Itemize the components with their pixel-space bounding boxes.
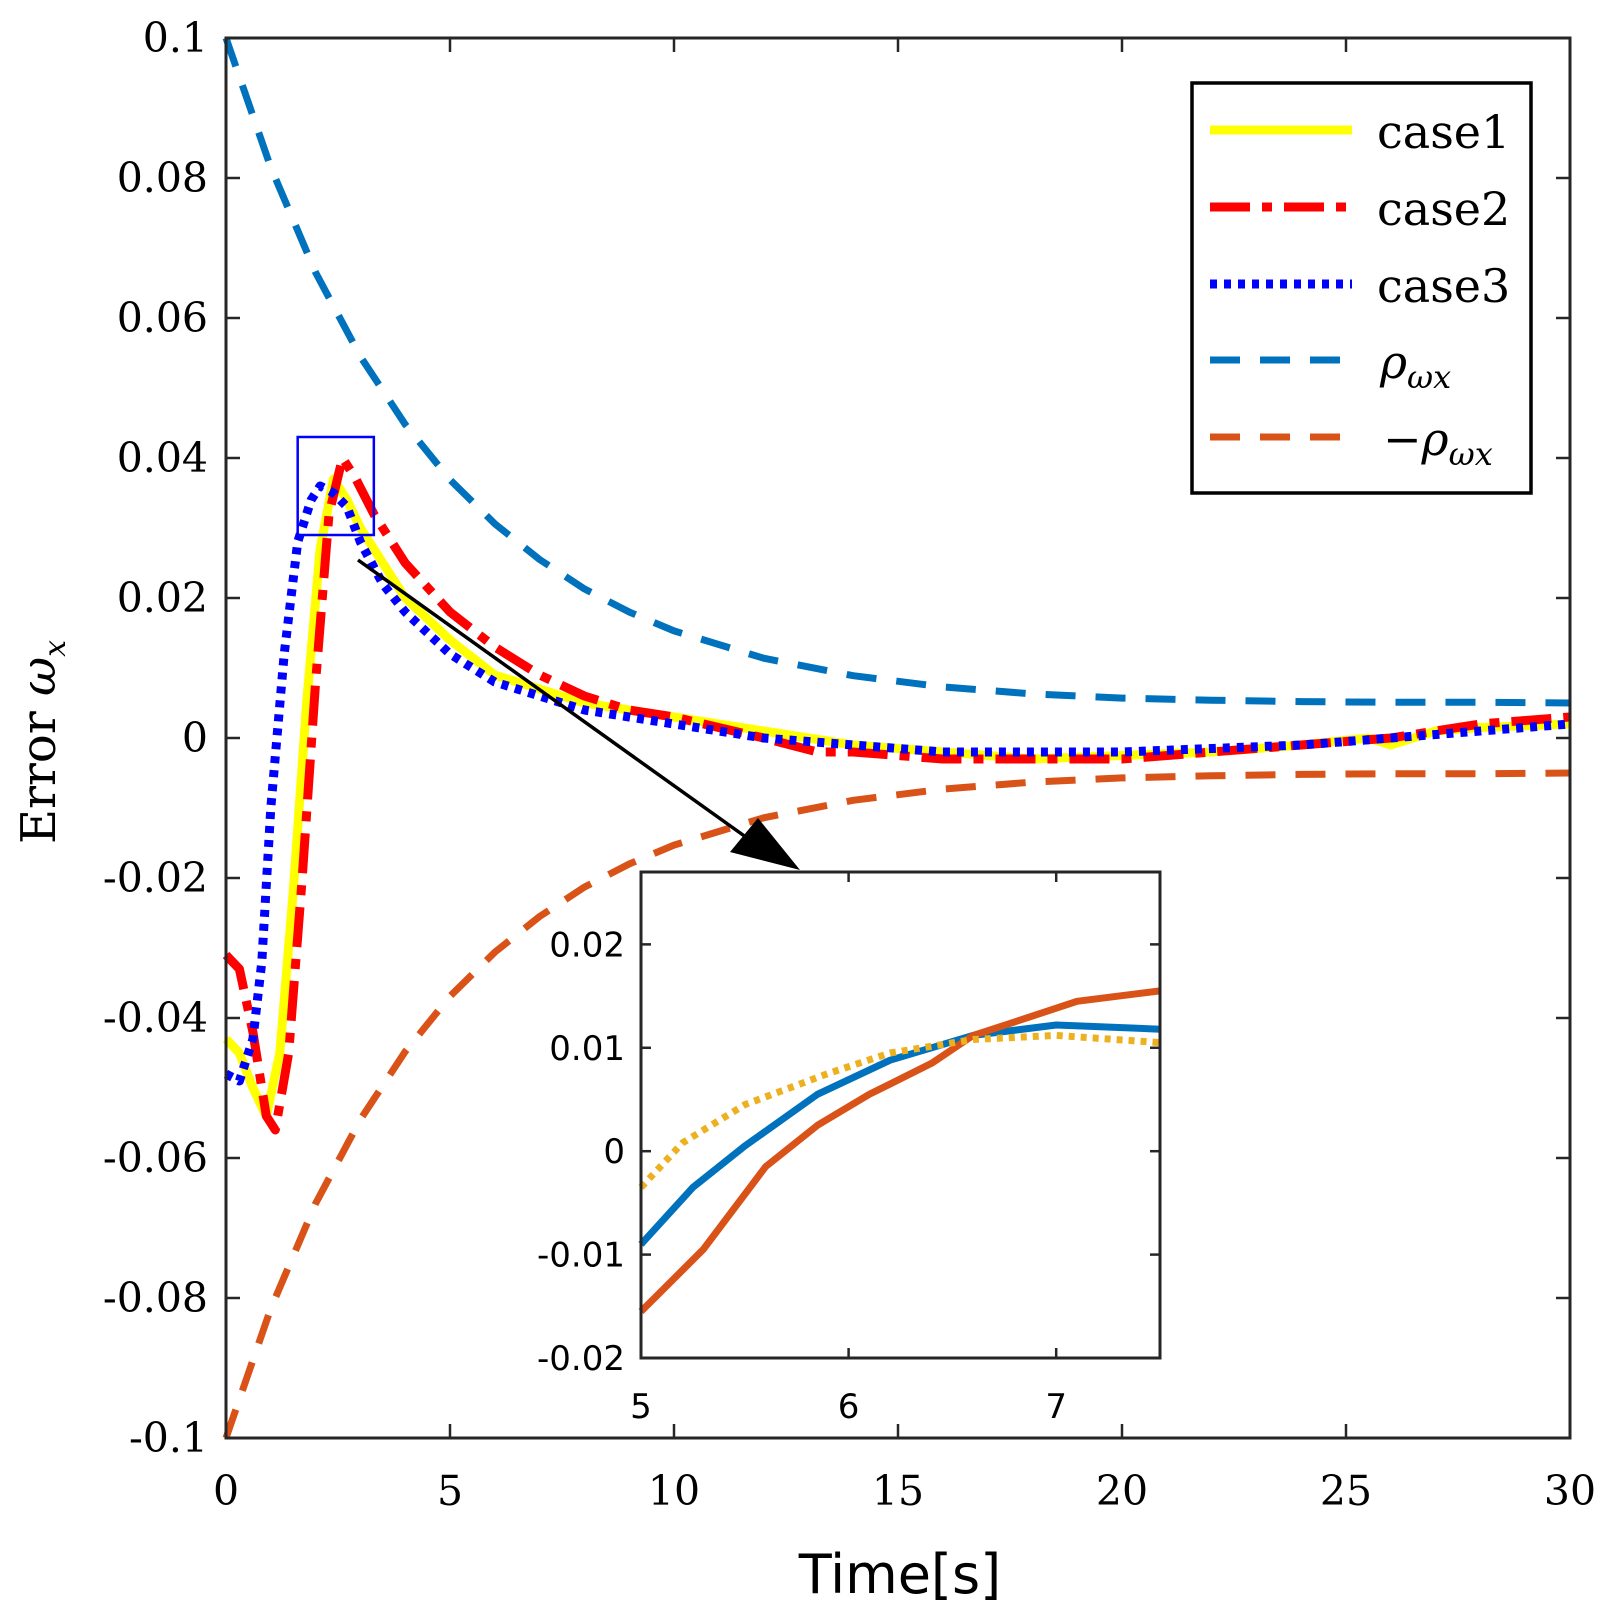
inset-x-tick-label: 7	[1045, 1387, 1067, 1427]
y-tick-label: 0.1	[143, 14, 208, 62]
inset-axis-ticks: 5 6 7 -0.02 -0.01 0 0.01 0.02	[537, 872, 1160, 1427]
y-tick-label: 0.04	[117, 434, 208, 482]
legend-label-case3: case3	[1377, 259, 1510, 313]
y-tick-label: 0.08	[117, 154, 208, 202]
zoom-arrow-line	[356, 558, 759, 847]
inset-series-line-2	[638, 987, 1161, 1314]
y-axis-label-text: Error	[11, 696, 67, 844]
legend-label-case1: case1	[1377, 105, 1510, 159]
legend-neg-rho-prefix: −	[1383, 412, 1422, 466]
inset-series-group	[638, 987, 1161, 1314]
y-tick-label: -0.02	[103, 854, 208, 902]
legend-rho-symbol: ρ	[1379, 335, 1407, 389]
y-axis-label-symbol: ω	[11, 657, 67, 696]
x-tick-label: 25	[1320, 1467, 1372, 1515]
inset-y-tick-label: 0.01	[549, 1029, 625, 1069]
legend-rho-subscript: ωx	[1407, 358, 1451, 396]
y-tick-label: 0.02	[117, 574, 208, 622]
inset-y-tick-label: 0	[603, 1132, 625, 1172]
legend-lines	[1210, 125, 1352, 441]
zoom-arrow-head	[730, 818, 800, 870]
legend: case1 case2 case3 ρωx −ρωx	[1190, 81, 1533, 495]
series-line-5	[222, 769, 1571, 1440]
legend-label-case2: case2	[1377, 182, 1510, 236]
legend-neg-rho-subscript: ωx	[1449, 435, 1493, 473]
inset-y-tick-label: -0.02	[537, 1339, 625, 1379]
zoom-highlight-box	[296, 435, 376, 537]
y-axis-label: Error ωx	[11, 640, 73, 844]
series-line-4	[222, 36, 1571, 707]
y-tick-label: -0.1	[129, 1414, 208, 1462]
main-axis-ticks: 0 5 10 15 20 25 30 -0.1 -0.08 -0.06 -0.04 -0.02 0 0.0…	[103, 14, 1596, 1515]
x-axis-label: Time[s]	[798, 1543, 1001, 1606]
x-tick-label: 30	[1544, 1467, 1596, 1515]
x-tick-label: 5	[437, 1467, 463, 1515]
x-tick-label: 10	[648, 1467, 700, 1515]
x-tick-label: 0	[213, 1467, 239, 1515]
zoom-arrow	[356, 558, 800, 870]
inset-series-line-3	[638, 1031, 1161, 1190]
inset-y-tick-label: 0.02	[549, 925, 625, 965]
legend-label-rho: ρωx	[1379, 335, 1451, 396]
y-tick-label: -0.08	[103, 1274, 208, 1322]
legend-box	[1190, 81, 1533, 495]
y-tick-label: -0.04	[103, 994, 208, 1042]
series-line-2	[222, 453, 1571, 1135]
inset-chart: 5 6 7 -0.02 -0.01 0 0.01 0.02	[537, 870, 1162, 1427]
y-tick-label: 0	[182, 714, 208, 762]
plot-frame	[224, 36, 1572, 1440]
y-tick-label: 0.06	[117, 294, 208, 342]
y-axis-label-subscript: x	[38, 640, 73, 657]
inset-plot-area	[641, 872, 1160, 1358]
legend-label-neg-rho: −ρωx	[1383, 412, 1493, 473]
inset-x-tick-label: 6	[838, 1387, 860, 1427]
y-tick-label: -0.06	[103, 1134, 208, 1182]
legend-neg-rho-symbol: ρ	[1421, 412, 1449, 466]
x-tick-label: 15	[872, 1467, 924, 1515]
x-tick-label: 20	[1096, 1467, 1148, 1515]
inset-frame	[639, 870, 1162, 1360]
inset-series-line-1	[638, 1021, 1161, 1247]
inset-x-tick-label: 5	[630, 1387, 652, 1427]
inset-y-tick-label: -0.01	[537, 1236, 625, 1276]
